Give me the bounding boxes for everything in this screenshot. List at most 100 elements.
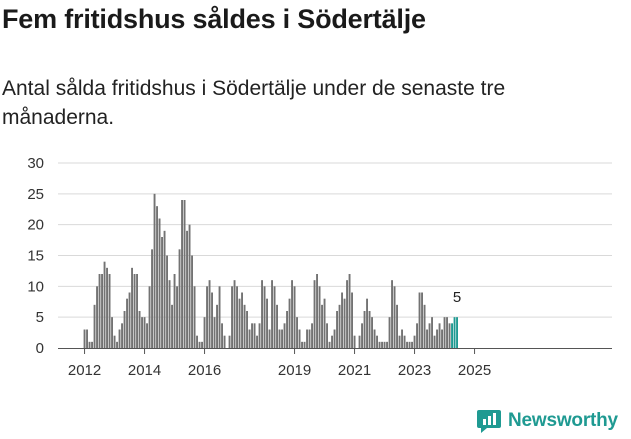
- bar: [313, 280, 316, 348]
- bar: [348, 274, 351, 348]
- chart-subtitle: Antal sålda fritidshus i Södertälje unde…: [2, 77, 506, 129]
- bar: [218, 286, 221, 348]
- bar: [111, 317, 113, 348]
- newsworthy-brand: Newsworthy: [476, 408, 618, 434]
- bar: [181, 200, 183, 348]
- bar: [293, 286, 296, 348]
- bar: [276, 304, 278, 348]
- bar: [281, 329, 283, 348]
- bar: [91, 341, 93, 348]
- bar: [433, 335, 436, 348]
- bar: [343, 298, 346, 348]
- bar: [146, 323, 148, 348]
- bar: [241, 292, 243, 348]
- bar: [383, 341, 386, 348]
- bar: [306, 329, 308, 348]
- bar: [448, 323, 451, 348]
- bar: [268, 329, 271, 348]
- bar: [288, 298, 291, 348]
- bar: [413, 335, 416, 348]
- bar: [86, 329, 88, 348]
- bar: [393, 286, 396, 348]
- bar: [223, 335, 226, 348]
- bar: [161, 237, 163, 348]
- bar: [196, 335, 198, 348]
- bar: [371, 317, 373, 348]
- bar: [201, 341, 203, 348]
- bar: [163, 230, 166, 348]
- bar: [123, 311, 126, 348]
- bar: [323, 298, 326, 348]
- bar: [233, 280, 236, 348]
- bar: [401, 329, 403, 348]
- bar: [96, 286, 98, 348]
- bar: [423, 304, 426, 348]
- bar: [368, 311, 371, 348]
- bar: [418, 292, 421, 348]
- bar: [131, 267, 133, 348]
- bar: [301, 341, 303, 348]
- bar: [273, 286, 276, 348]
- y-tick-label: 25: [27, 186, 44, 203]
- x-tick-label: 2021: [338, 362, 371, 379]
- bar: [411, 341, 413, 348]
- bar: [403, 335, 406, 348]
- x-tick-label: 2019: [278, 362, 311, 379]
- bar: [376, 335, 378, 348]
- bar: [213, 317, 216, 348]
- bar: [198, 341, 201, 348]
- bar: [346, 280, 348, 348]
- x-tick-label: 2025: [458, 362, 491, 379]
- bar: [351, 292, 353, 348]
- bar: [118, 329, 121, 348]
- bar-highlight: [456, 317, 458, 348]
- bar: [248, 329, 251, 348]
- chart-title: Fem fritidshus såldes i Södertälje: [2, 4, 426, 34]
- bar: [298, 329, 301, 348]
- x-tick-label: 2016: [188, 362, 221, 379]
- bar: [153, 193, 156, 348]
- bar: [148, 286, 151, 348]
- bar: [408, 341, 411, 348]
- x-tick-label: 2012: [68, 362, 101, 379]
- bar: [133, 274, 136, 348]
- y-tick-label: 20: [27, 217, 44, 234]
- bar: [446, 317, 448, 348]
- bar: [186, 230, 188, 348]
- y-tick-label: 5: [36, 309, 44, 326]
- bar: [121, 323, 123, 348]
- bar: [246, 311, 248, 348]
- bar: [106, 267, 108, 348]
- y-tick-label: 10: [27, 278, 44, 295]
- bar: [286, 311, 288, 348]
- bar: [271, 280, 273, 348]
- highlight-value-label: 5: [453, 289, 461, 306]
- bar: [188, 224, 191, 348]
- bar: [116, 341, 118, 348]
- bar: [386, 341, 388, 348]
- bar: [266, 298, 268, 348]
- bar: [336, 311, 338, 348]
- bar: [396, 304, 398, 348]
- bar: [103, 261, 106, 348]
- bar: [208, 280, 211, 348]
- bar: [243, 304, 246, 348]
- bar: [358, 335, 361, 348]
- bar: [113, 335, 116, 348]
- bar: [341, 292, 343, 348]
- brand-name: Newsworthy: [508, 410, 618, 431]
- bar: [261, 280, 263, 348]
- bar: [353, 335, 356, 348]
- bar: [278, 329, 281, 348]
- bar: [151, 249, 153, 348]
- bar: [428, 323, 431, 348]
- bar: [328, 341, 331, 348]
- y-tick-label: 30: [27, 155, 44, 172]
- bar: [138, 311, 141, 348]
- bar: [253, 323, 256, 348]
- bar: [206, 286, 208, 348]
- bar: [333, 329, 336, 348]
- bar: [338, 304, 341, 348]
- bar: [316, 274, 318, 348]
